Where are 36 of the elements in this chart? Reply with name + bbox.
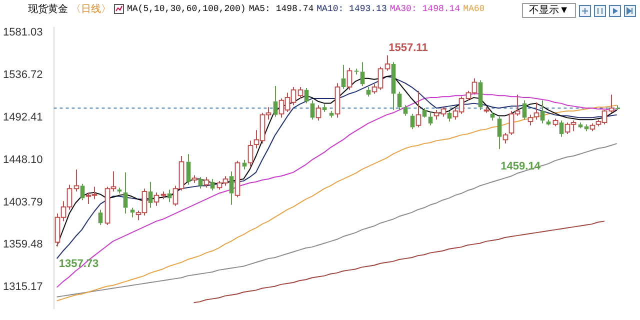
text: MA60 <box>463 4 485 14</box>
candlestick <box>123 172 128 214</box>
candlestick <box>403 104 408 116</box>
candlestick <box>540 100 545 124</box>
text: MA10: 1493.13 <box>316 4 387 14</box>
y-tick-label: 1359.48 <box>2 238 43 251</box>
text: 不显示▼ <box>522 3 576 18</box>
candlestick <box>522 100 527 120</box>
y-tick-label: 1492.41 <box>2 111 43 124</box>
candlestick <box>497 116 502 150</box>
text: MA30: 1498.14 <box>390 4 460 14</box>
candlestick <box>428 112 433 126</box>
candlestick <box>360 62 365 87</box>
y-tick-label: 1403.79 <box>2 196 43 208</box>
candlestick <box>310 100 315 120</box>
candlestick <box>391 62 396 111</box>
candlestick <box>615 104 620 111</box>
y-tick-label: 1581.03 <box>2 26 43 38</box>
annotation: 1557.11 <box>388 42 428 54</box>
candlestick <box>148 181 153 208</box>
candlestick <box>559 120 564 138</box>
chart-subtitle: 〈日线〉 <box>71 2 111 16</box>
legend-title: MA(5,10,30,60,100,200) <box>127 4 246 14</box>
candlestick <box>98 209 103 226</box>
annotation: 1459.14 <box>500 160 542 173</box>
candlestick <box>229 170 234 206</box>
text: MA5: 1498.74 <box>248 4 314 14</box>
candlestick <box>341 64 346 90</box>
y-tick-label: 1315.17 <box>2 281 43 294</box>
candlestick <box>546 119 551 126</box>
chart-title: 现货黄金 <box>28 2 68 16</box>
y-tick-label: 1448.10 <box>2 154 43 166</box>
candlestick <box>186 154 191 186</box>
y-tick-label: 1536.72 <box>2 68 43 81</box>
candlestick <box>117 187 122 194</box>
candlestick <box>304 87 309 104</box>
